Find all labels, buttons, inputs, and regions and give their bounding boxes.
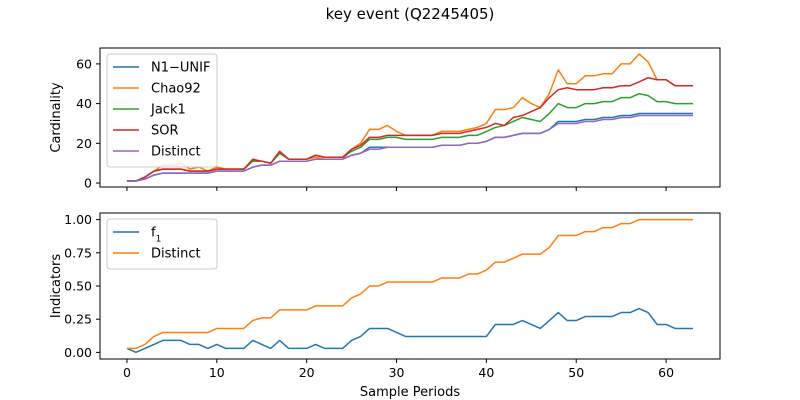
y-tick-label: 0 xyxy=(84,176,92,191)
legend: f1 Distinct xyxy=(106,218,218,270)
legend-label: Distinct xyxy=(151,247,201,262)
legend-label: N1−UNIF xyxy=(151,61,210,76)
series-line-1-5 xyxy=(126,114,694,182)
x-axis-label: Sample Periods xyxy=(360,385,460,400)
y-tick-label: 40 xyxy=(76,96,92,111)
x-tick-label: 20 xyxy=(299,365,315,380)
legend-box xyxy=(106,53,218,168)
y-tick-label: 0.00 xyxy=(64,345,92,360)
y-tick-label: 0.75 xyxy=(64,245,92,260)
legend-label: f1 xyxy=(151,226,161,245)
y-axis-label: Cardinality xyxy=(49,82,64,153)
x-tick-label: 40 xyxy=(478,365,494,380)
legend-box xyxy=(106,218,218,270)
series-line-2-1 xyxy=(126,307,694,354)
x-tick-label: 0 xyxy=(123,365,131,380)
plot-frame xyxy=(99,47,721,188)
y-tick-label: 0.50 xyxy=(64,279,92,294)
legend-label: Jack1 xyxy=(150,103,186,118)
legend-label: Distinct xyxy=(151,145,201,160)
chart-2: 0 10 20 30 40 50 60 0.00 0.25 0.50 0.75 1.00 Indicat… xyxy=(49,212,721,400)
y-tick-label: 60 xyxy=(76,56,92,71)
x-tick-label: 60 xyxy=(658,365,674,380)
y-tick-label: 20 xyxy=(76,136,92,151)
legend-label: SOR xyxy=(151,124,179,139)
x-tick-label: 50 xyxy=(568,365,584,380)
legend-label: Chao92 xyxy=(151,82,201,97)
y-tick-label: 0.25 xyxy=(64,312,92,327)
x-tick-label: 30 xyxy=(389,365,405,380)
series-line-2-2 xyxy=(126,218,694,350)
y-tick-label: 1.00 xyxy=(64,212,92,227)
figure-title: key event (Q2245405) xyxy=(326,5,495,23)
chart-1: 0 20 40 60 Cardinality N1−UNIF Chao92 Jack1 SOR D… xyxy=(49,47,721,191)
x-tick-label: 10 xyxy=(209,365,225,380)
legend: N1−UNIF Chao92 Jack1 SOR Distinct xyxy=(106,53,218,168)
y-axis-label: Indicators xyxy=(49,254,64,318)
series-line-1-4 xyxy=(126,77,694,182)
